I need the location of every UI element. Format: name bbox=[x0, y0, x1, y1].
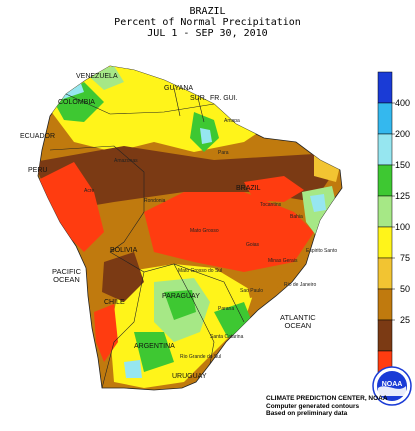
state-label-santa-catarina: Santa Catarina bbox=[210, 334, 244, 340]
legend-label: 150 bbox=[395, 160, 410, 170]
country-label-french-guiana: FR. GUI. bbox=[210, 95, 238, 102]
country-label-argentina: ARGENTINA bbox=[134, 343, 175, 350]
country-label-brazil: BRAZIL bbox=[236, 185, 261, 192]
country-label-paraguay: PARAGUAY bbox=[162, 293, 200, 300]
legend-swatch bbox=[377, 195, 393, 228]
country-label-venezuela: VENEZUELA bbox=[76, 73, 118, 80]
country-label-colombia: COLOMBIA bbox=[58, 99, 95, 106]
state-label-rio-de-janeiro: Rio de Janeiro bbox=[284, 282, 316, 288]
precipitation-map: VENEZUELA GUYANA SUR. FR. GUI. COLOMBIA … bbox=[14, 42, 359, 392]
country-label-guyana: GUYANA bbox=[164, 85, 193, 92]
state-label-tocantins: Tocantins bbox=[260, 202, 282, 208]
country-label-peru: PERU bbox=[28, 167, 47, 174]
state-label-mato-grosso: Mato Grosso bbox=[190, 228, 219, 234]
legend-swatch bbox=[377, 319, 393, 352]
legend-swatch bbox=[377, 71, 393, 104]
legend-label: 400 bbox=[395, 98, 410, 108]
legend-label: 75 bbox=[400, 253, 410, 263]
state-label-mato-grosso-do-sul: Mato Grosso do Sul bbox=[178, 268, 222, 274]
country-label-chile: CHILE bbox=[104, 299, 125, 306]
country-label-uruguay: URUGUAY bbox=[172, 373, 207, 380]
legend-swatch bbox=[377, 164, 393, 197]
legend-label: 100 bbox=[395, 222, 410, 232]
country-label-bolivia: BOLIVIA bbox=[110, 247, 138, 254]
state-label-rio-grande-do-sul: Rio Grande do Sul bbox=[180, 354, 221, 360]
state-label-minas-gerais: Minas Gerais bbox=[268, 258, 298, 264]
state-label-rondonia: Rondonia bbox=[144, 198, 166, 204]
state-label-goias: Goias bbox=[246, 242, 260, 248]
map-title-period: JUL 1 - SEP 30, 2010 bbox=[147, 28, 268, 39]
state-label-espirito-santo: Espirito Santo bbox=[306, 248, 337, 254]
state-label-amapa: Amapa bbox=[224, 118, 240, 124]
legend-swatch bbox=[377, 257, 393, 290]
svg-text:NOAA: NOAA bbox=[382, 381, 403, 388]
legend-swatch bbox=[377, 226, 393, 259]
legend-swatch bbox=[377, 288, 393, 321]
state-label-parana: Parana bbox=[218, 306, 234, 312]
ocean-label-pacific: PACIFIC OCEAN bbox=[52, 267, 82, 284]
noaa-logo: NOAA bbox=[372, 366, 412, 406]
state-label-bahia: Bahia bbox=[290, 214, 303, 220]
legend-label: 200 bbox=[395, 129, 410, 139]
legend-swatch bbox=[377, 102, 393, 135]
country-label-suriname: SUR. bbox=[190, 95, 207, 102]
legend-label: 50 bbox=[400, 284, 410, 294]
legend-swatch bbox=[377, 133, 393, 166]
state-label-acre: Acre bbox=[84, 188, 95, 194]
credits: CLIMATE PREDICTION CENTER, NOAA Computer… bbox=[266, 395, 388, 417]
legend-label: 125 bbox=[395, 191, 410, 201]
ocean-label-atlantic: ATLANTIC OCEAN bbox=[280, 313, 316, 330]
map-title-variable: Percent of Normal Precipitation bbox=[114, 17, 301, 28]
country-label-ecuador: ECUADOR bbox=[20, 133, 55, 140]
state-label-amazonas: Amazonas bbox=[114, 158, 138, 164]
state-label-sao-paulo: Sao Paulo bbox=[240, 288, 263, 294]
state-label-para: Para bbox=[218, 150, 229, 156]
map-title-country: BRAZIL bbox=[189, 6, 226, 17]
legend-label: 25 bbox=[400, 315, 410, 325]
